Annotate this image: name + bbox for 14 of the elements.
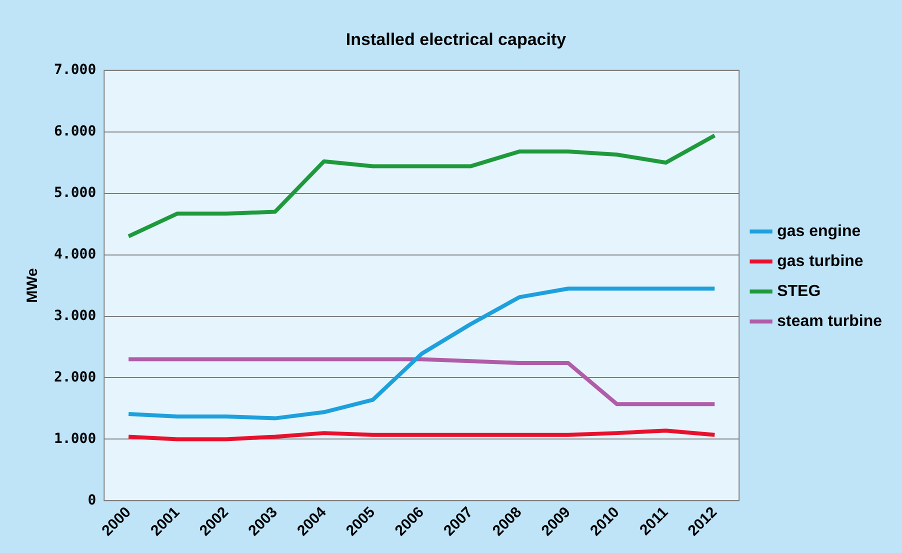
y-tick-label: 7.000 [54, 62, 96, 78]
y-tick-label: 1.000 [54, 430, 96, 447]
legend-label: gas turbine [777, 252, 864, 270]
y-tick-label: 4.000 [54, 246, 96, 262]
legend-label: gas engine [777, 222, 861, 240]
legend-label: STEG [777, 282, 821, 300]
y-tick-label: 6.000 [54, 124, 96, 140]
chart-title: Installed electrical capacity [346, 30, 567, 49]
y-tick-label: 5.000 [54, 184, 96, 201]
y-tick-label: 2.000 [54, 369, 96, 386]
y-tick-label: 0 [88, 492, 96, 508]
legend-label: steam turbine [777, 312, 882, 330]
y-axis-title: MWe [24, 268, 42, 303]
y-tick-label: 3.000 [54, 308, 96, 324]
